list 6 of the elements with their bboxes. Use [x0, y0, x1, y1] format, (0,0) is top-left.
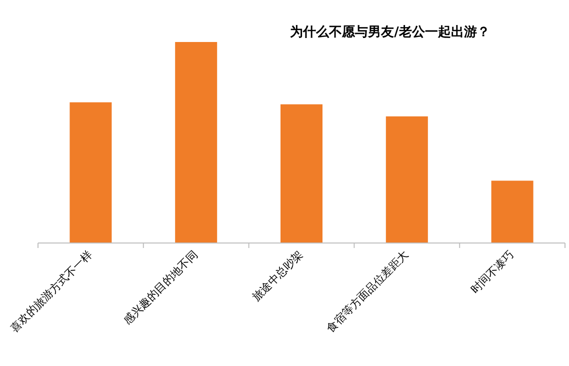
x-tick-label: 食宿等方面品位差距大 — [324, 248, 412, 335]
chart-title: 为什么不愿与男友/老公一起出游？ — [290, 25, 490, 40]
x-tick-label: 感兴趣的目的地不同 — [121, 248, 200, 328]
x-tick-label: 时间不凑巧 — [468, 248, 516, 296]
x-tick-label: 喜欢的旅游方式不一样 — [8, 248, 95, 335]
x-tick-label: 旅途中总吵架 — [250, 248, 306, 304]
